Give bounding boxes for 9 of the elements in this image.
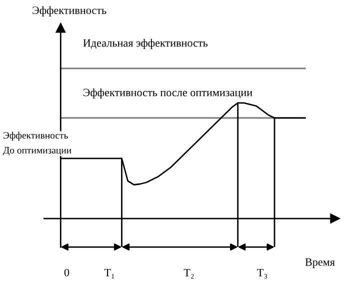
series-label: Эффективность после оптимизации — [83, 88, 252, 99]
annotation: Эффективность До оптимизации — [3, 132, 72, 156]
x-axis-title: Время — [305, 258, 335, 268]
series-label: Идеальная эффективность — [83, 38, 208, 49]
x-tick-label: T₃ — [257, 268, 268, 279]
x-tick-label: T₁ — [104, 268, 114, 278]
y-axis-title: Эффективность — [32, 6, 106, 16]
x-tick-label: T₂ — [184, 268, 194, 278]
x-tick-label: 0 — [64, 268, 70, 276]
